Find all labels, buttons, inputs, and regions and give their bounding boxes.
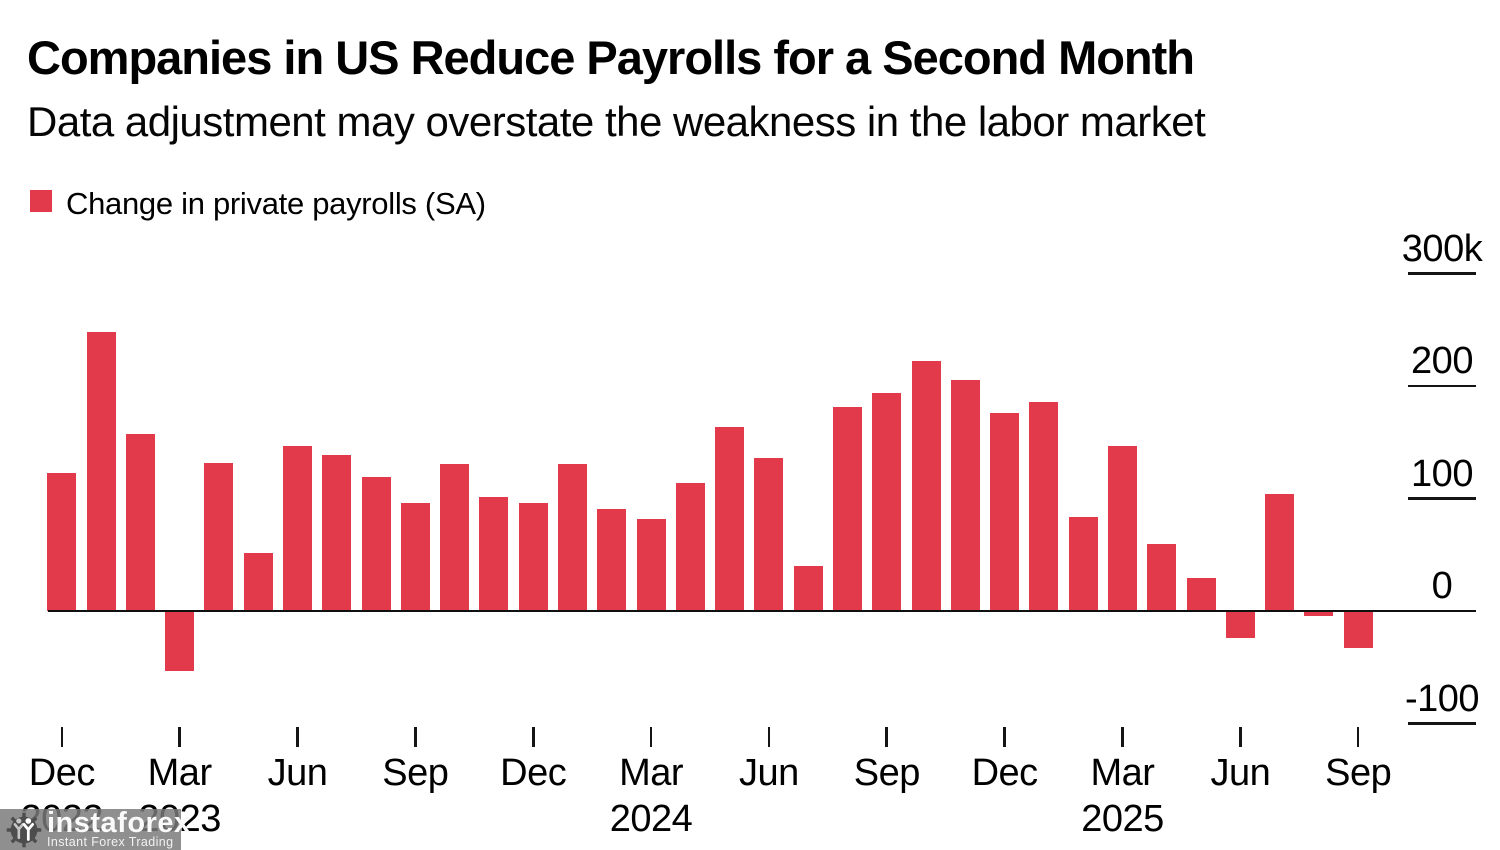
- x-axis-tick: [649, 727, 653, 747]
- bar-aug-2025: [1304, 612, 1334, 616]
- bar-aug-2024: [833, 407, 862, 611]
- y-axis-tick: [1408, 722, 1476, 725]
- x-axis-month-label: Mar: [147, 752, 212, 794]
- bar-jun-2023: [283, 445, 312, 611]
- bar-may-2023: [243, 552, 273, 611]
- x-axis-month-label: Mar: [1090, 752, 1155, 794]
- bar-jun-2024: [754, 458, 784, 611]
- bar-mar-2023: [165, 612, 195, 671]
- bar-oct-2023: [440, 463, 470, 611]
- bar-jan-2023: [86, 332, 116, 611]
- x-axis-tick: [1356, 727, 1360, 747]
- chart-subtitle: Data adjustment may overstate the weakne…: [27, 98, 1206, 145]
- x-axis-tick: [178, 727, 181, 747]
- legend-swatch-icon: [30, 190, 52, 212]
- x-axis-tick: [767, 727, 771, 747]
- bar-feb-2024: [597, 508, 627, 611]
- bar-dec-2023: [518, 503, 548, 611]
- bar-jul-2025: [1265, 494, 1295, 611]
- x-axis-tick: [1003, 727, 1006, 747]
- watermark: instaforex Instant Forex Trading: [0, 808, 190, 850]
- x-axis-year-label: 2025: [1081, 798, 1164, 840]
- bar-apr-2025: [1147, 543, 1177, 611]
- bar-apr-2024: [675, 482, 705, 611]
- bar-jun-2025: [1225, 612, 1255, 639]
- y-axis-label: -100: [1404, 677, 1480, 720]
- legend: Change in private payrolls (SA): [30, 186, 486, 222]
- x-axis-month-label: Sep: [1325, 752, 1392, 794]
- watermark-tagline: Instant Forex Trading: [47, 834, 174, 849]
- bar-jan-2024: [558, 463, 587, 611]
- x-axis-tick: [531, 727, 535, 747]
- x-axis-tick: [296, 727, 299, 747]
- bar-may-2025: [1186, 578, 1216, 611]
- bar-sep-2024: [872, 392, 902, 611]
- x-axis-tick: [60, 727, 64, 747]
- y-axis-tick: [1408, 272, 1476, 275]
- bar-jul-2023: [322, 454, 352, 611]
- bar-apr-2023: [204, 462, 234, 611]
- bar-oct-2024: [911, 361, 941, 611]
- y-axis-label: 300k: [1401, 227, 1483, 270]
- x-axis-line: [48, 609, 1476, 613]
- bar-feb-2025: [1068, 516, 1098, 611]
- x-axis-tick: [1239, 727, 1242, 747]
- bar-sep-2023: [400, 503, 430, 611]
- bar-dec-2024: [990, 413, 1020, 611]
- x-axis-tick: [414, 727, 417, 747]
- instaforex-gear-icon: [6, 812, 42, 847]
- x-axis-year-label: 2024: [609, 798, 693, 840]
- watermark-text: instaforex Instant Forex Trading: [47, 806, 191, 849]
- chart-title: Companies in US Reduce Payrolls for a Se…: [27, 31, 1195, 84]
- x-axis-month-label: Jun: [1210, 752, 1271, 794]
- x-axis-month-label: Dec: [500, 752, 567, 794]
- bar-nov-2023: [479, 497, 509, 611]
- y-axis-tick: [1408, 497, 1476, 500]
- bar-mar-2024: [636, 518, 666, 611]
- bar-may-2024: [715, 426, 745, 611]
- x-axis-month-label: Jun: [267, 752, 328, 794]
- x-axis-tick: [1121, 727, 1124, 747]
- x-axis-month-label: Jun: [739, 752, 799, 794]
- bar-aug-2023: [361, 477, 391, 611]
- y-axis-tick: [1408, 384, 1476, 388]
- bar-jan-2025: [1029, 401, 1059, 611]
- bar-sep-2025: [1343, 612, 1373, 649]
- bar-nov-2024: [950, 380, 980, 611]
- x-axis-tick: [885, 727, 889, 747]
- x-axis-month-label: Dec: [28, 752, 96, 794]
- x-axis-month-label: Sep: [382, 752, 449, 794]
- x-axis-month-label: Dec: [971, 752, 1039, 794]
- legend-label: Change in private payrolls (SA): [66, 186, 486, 221]
- bar-dec-2022: [47, 472, 77, 611]
- bar-feb-2023: [125, 434, 155, 611]
- bar-jul-2024: [793, 566, 823, 611]
- watermark-brand: instaforex: [47, 806, 191, 839]
- y-axis-label: 0: [1431, 565, 1453, 607]
- y-axis-label: 100: [1411, 452, 1473, 495]
- x-axis-month-label: Sep: [853, 752, 921, 794]
- x-axis-month-label: Mar: [619, 752, 684, 794]
- y-axis-label: 200: [1411, 340, 1473, 382]
- bar-mar-2025: [1107, 445, 1137, 611]
